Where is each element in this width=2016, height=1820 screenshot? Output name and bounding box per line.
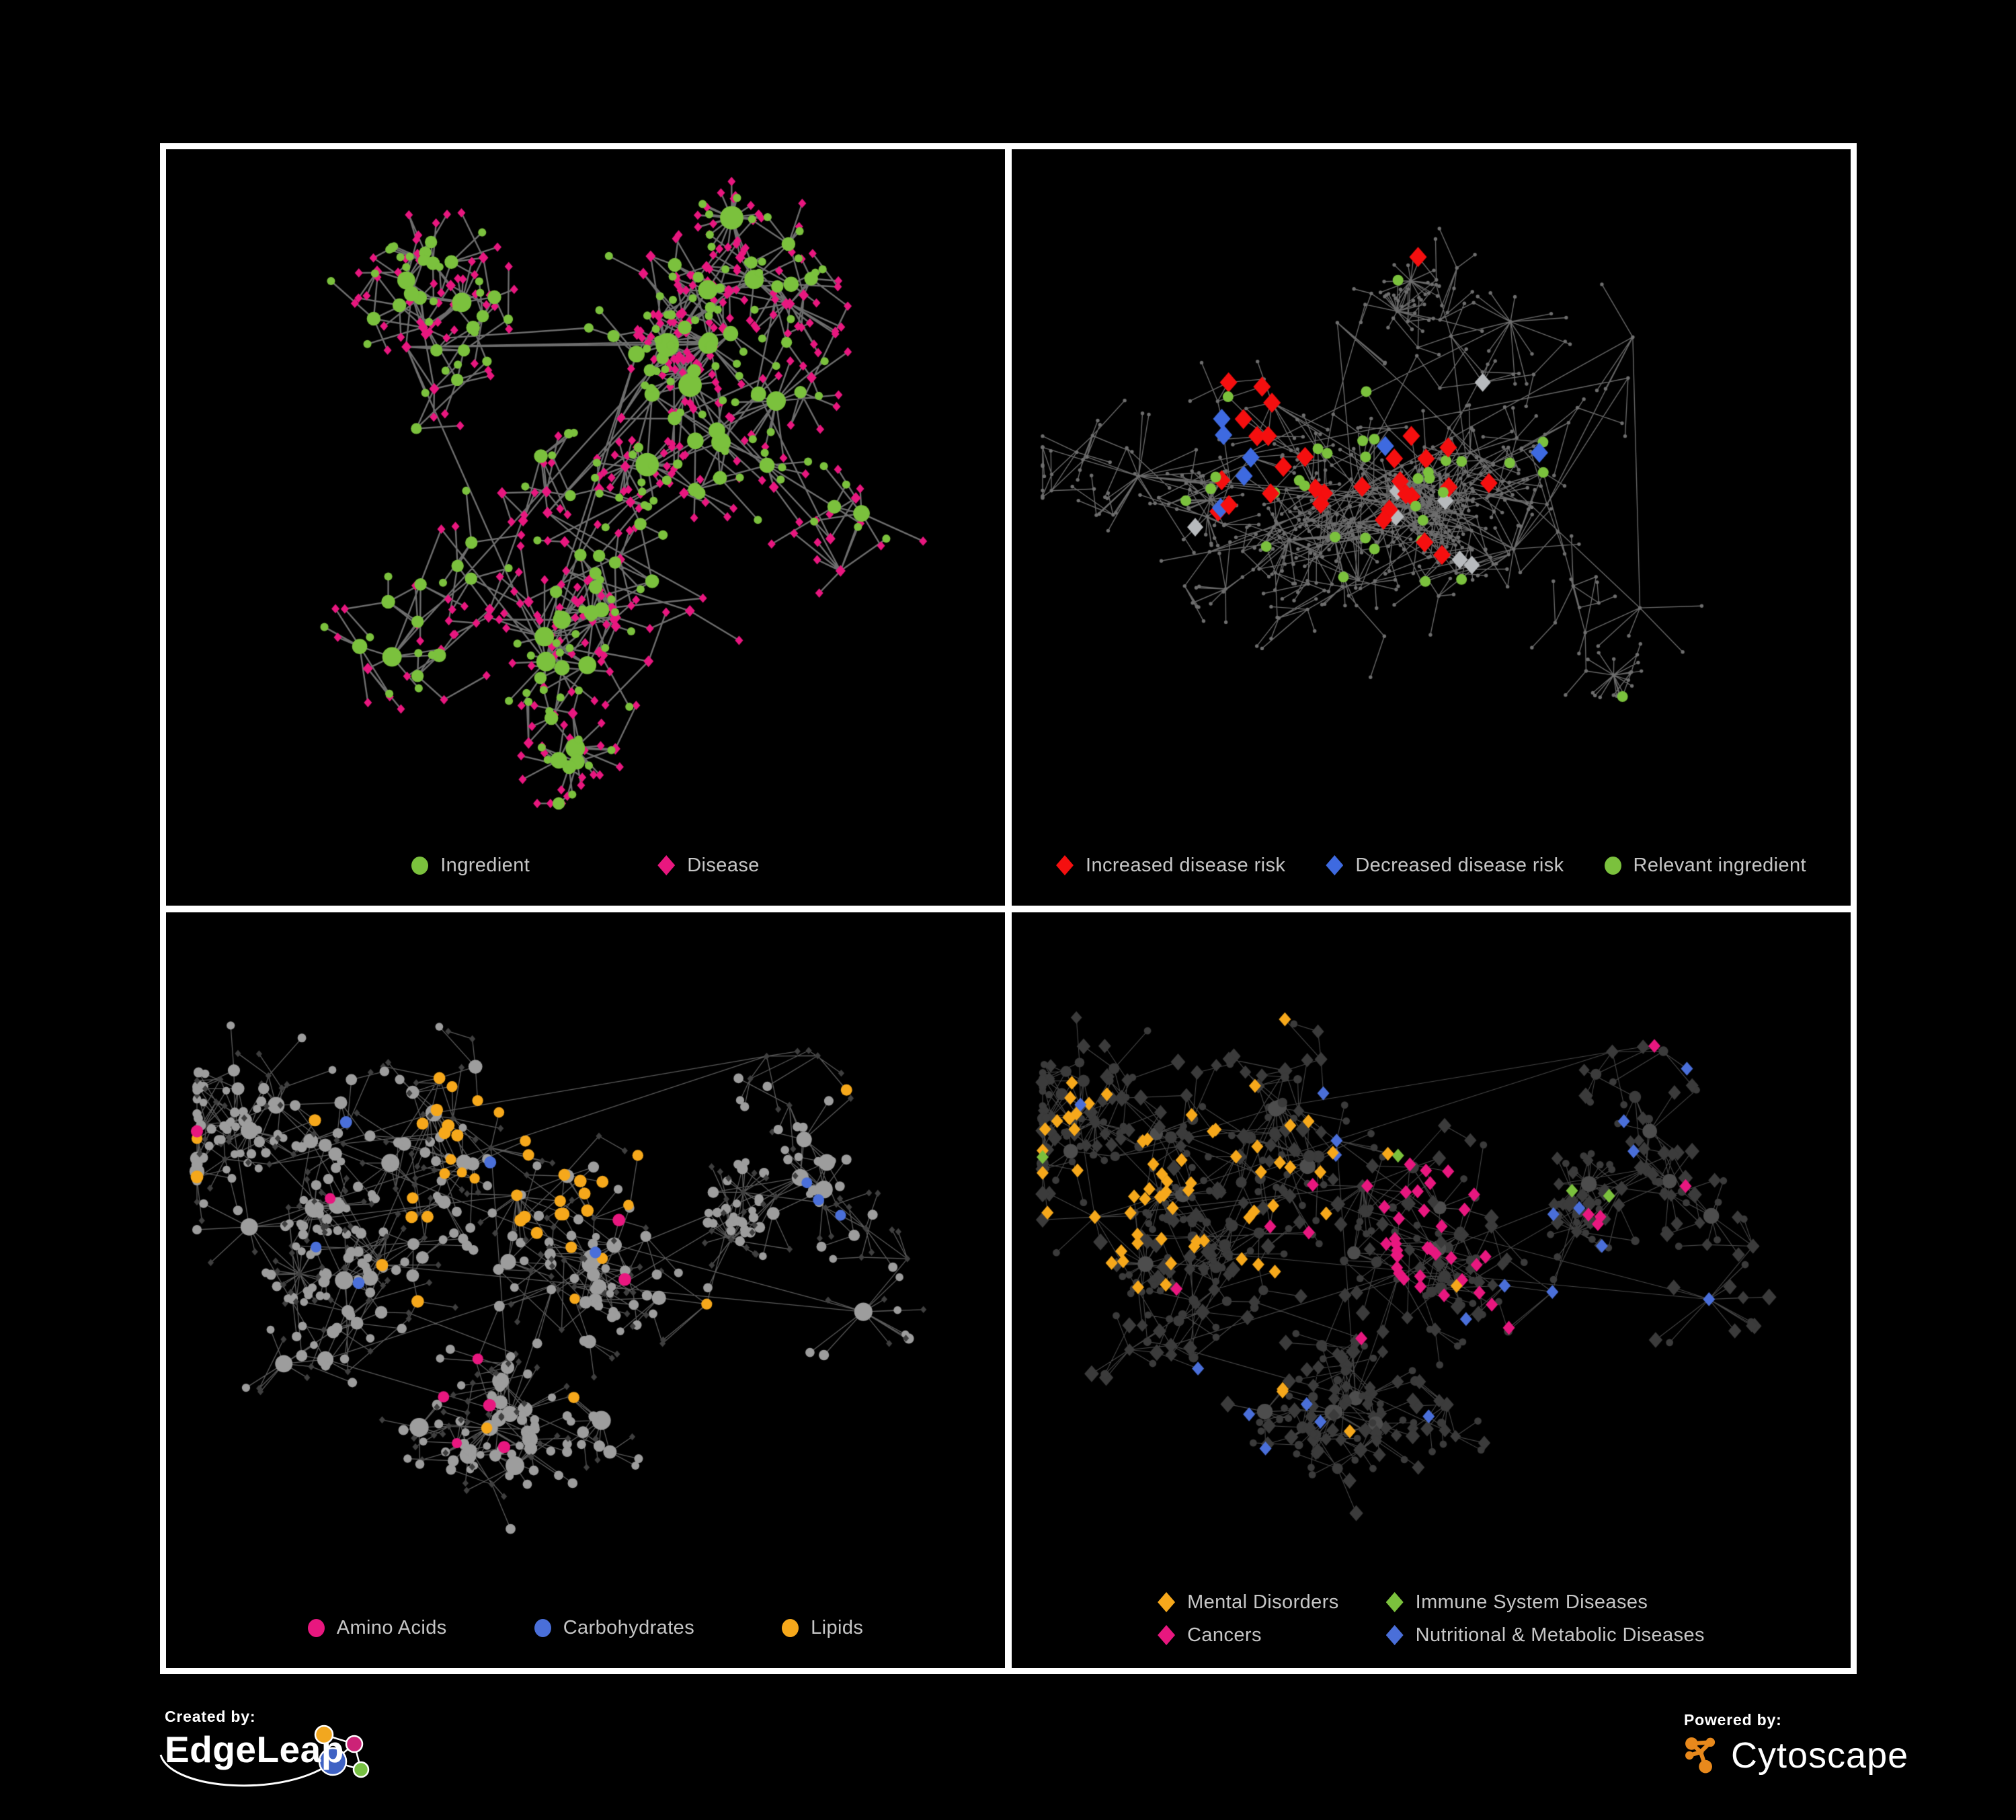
legend-label-relevant-ingredient: Relevant ingredient <box>1633 854 1807 876</box>
edgeleap-brand-text: EdgeLeap <box>165 1729 344 1770</box>
lipids-circle-icon <box>782 1619 799 1637</box>
legend-disease-class: Mental Disorders Immune System Diseases Ca… <box>1012 1576 1851 1669</box>
relevant-ingredient-circle-icon <box>1604 856 1621 875</box>
powered-by-label: Powered by: <box>1684 1711 1782 1729</box>
legend-item-disease: Disease <box>657 855 760 877</box>
cytoscape-brand-row: Cytoscape <box>1684 1735 1966 1776</box>
legend-item-metabolic-diseases: Nutritional & Metabolic Diseases <box>1385 1624 1705 1647</box>
legend-item-immune-system-diseases: Immune System Diseases <box>1385 1591 1705 1614</box>
network-canvas-ingredient-disease <box>166 149 1005 834</box>
panel-disease-risk: Increased disease risk Decreased disease … <box>1012 149 1851 906</box>
cytoscape-logo-icon <box>1685 1737 1716 1774</box>
legend-nutrient-class: Amino Acids Carbohydrates Lipids <box>166 1597 1005 1669</box>
increased-risk-diamond-icon <box>1055 855 1074 875</box>
legend-disease-risk: Increased disease risk Decreased disease … <box>1012 834 1851 906</box>
legend-item-decreased-risk: Decreased disease risk <box>1326 855 1564 877</box>
legend-item-cancers: Cancers <box>1158 1624 1339 1647</box>
ingredient-circle-icon <box>411 856 429 875</box>
legend-label-disease: Disease <box>687 854 760 876</box>
legend-label-metabolic-diseases: Nutritional & Metabolic Diseases <box>1415 1624 1705 1646</box>
created-by-block: Created by: EdgeLeap <box>159 1708 581 1809</box>
metabolic-diseases-diamond-icon <box>1385 1625 1404 1645</box>
powered-by-block: Powered by: Cytoscape <box>1684 1711 1966 1805</box>
immune-system-diseases-diamond-icon <box>1385 1592 1404 1612</box>
legend-label-cancers: Cancers <box>1187 1624 1262 1646</box>
legend-label-immune-system-diseases: Immune System Diseases <box>1415 1591 1648 1613</box>
legend-item-carbohydrates: Carbohydrates <box>534 1617 694 1639</box>
cytoscape-brand-text: Cytoscape <box>1731 1735 1909 1776</box>
legend-item-mental-disorders: Mental Disorders <box>1158 1591 1339 1614</box>
legend-item-ingredient: Ingredient <box>411 855 530 877</box>
panel-disease-class: Mental Disorders Immune System Diseases Ca… <box>1012 912 1851 1669</box>
legend-label-increased-risk: Increased disease risk <box>1085 854 1286 876</box>
legend-label-lipids: Lipids <box>811 1617 864 1638</box>
panel-nutrient-class: Amino Acids Carbohydrates Lipids <box>166 912 1005 1669</box>
created-by-label: Created by: <box>165 1708 256 1725</box>
disease-diamond-icon <box>657 855 676 875</box>
legend-item-increased-risk: Increased disease risk <box>1055 854 1286 877</box>
cancers-diamond-icon <box>1158 1625 1176 1645</box>
legend-label-carbohydrates: Carbohydrates <box>563 1617 695 1638</box>
legend-label-decreased-risk: Decreased disease risk <box>1355 854 1564 876</box>
carbohydrates-circle-icon <box>534 1619 551 1637</box>
panel-grid: Ingredient Disease Increased disease risk… <box>160 143 1857 1674</box>
network-canvas-disease-class <box>1012 912 1851 1576</box>
legend-item-amino-acids: Amino Acids <box>307 1617 447 1639</box>
panel-ingredient-disease: Ingredient Disease <box>166 149 1005 906</box>
legend-label-mental-disorders: Mental Disorders <box>1187 1591 1339 1613</box>
decreased-risk-diamond-icon <box>1326 855 1344 875</box>
network-canvas-nutrient-class <box>166 912 1005 1597</box>
legend-item-relevant-ingredient: Relevant ingredient <box>1604 854 1807 877</box>
amino-acids-circle-icon <box>307 1619 325 1637</box>
edgeleap-logo-icon <box>159 1725 370 1787</box>
legend-ingredient-disease: Ingredient Disease <box>166 834 1005 906</box>
legend-label-amino-acids: Amino Acids <box>336 1617 447 1638</box>
legend-item-lipids: Lipids <box>782 1617 863 1639</box>
network-canvas-disease-risk <box>1012 149 1851 834</box>
mental-disorders-diamond-icon <box>1158 1592 1176 1612</box>
legend-label-ingredient: Ingredient <box>440 854 530 876</box>
